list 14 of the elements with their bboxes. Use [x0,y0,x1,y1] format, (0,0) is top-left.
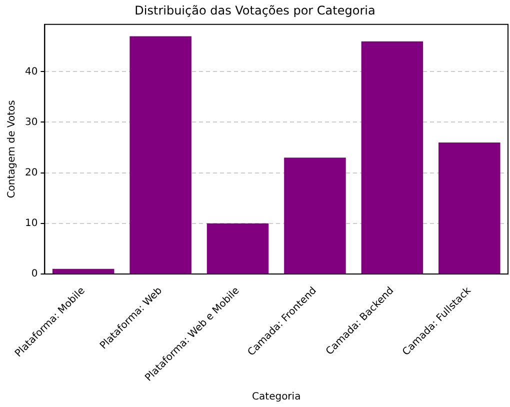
bar [361,41,424,274]
bar [438,142,500,274]
y-tick-label: 0 [31,268,38,280]
chart-title: Distribuição das Votações por Categoria [134,3,376,18]
y-axis-title: Contagem de Votos [6,100,18,198]
bar [130,36,192,274]
y-tick-label: 10 [24,218,38,229]
bar [206,223,269,274]
x-axis-title: Categoria [252,392,301,403]
bar [284,158,346,274]
bar [52,268,114,274]
y-tick-label: 30 [24,116,38,128]
y-tick-label: 20 [24,167,38,178]
y-tick-label: 40 [24,66,38,78]
